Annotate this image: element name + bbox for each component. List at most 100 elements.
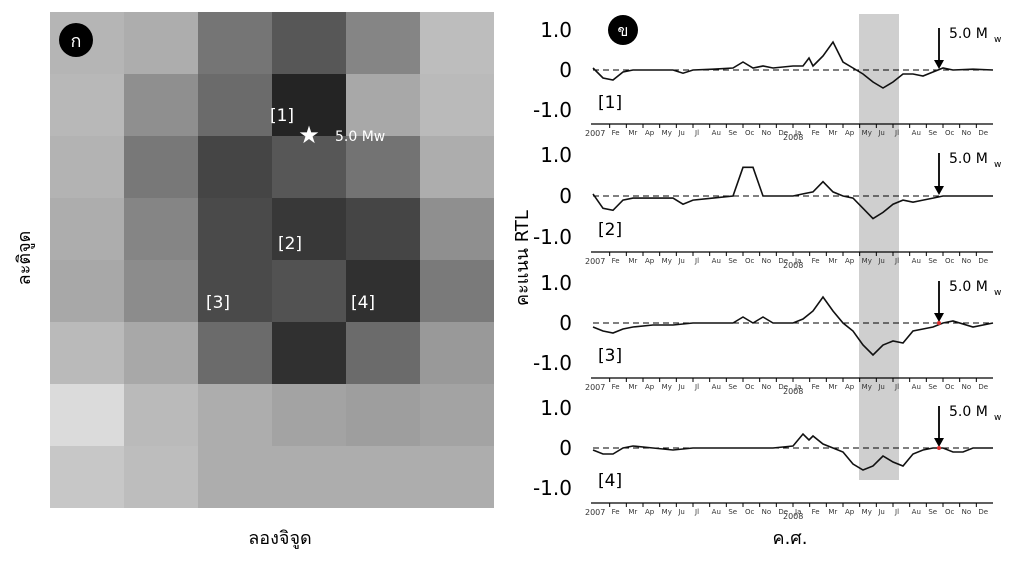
- p1-ytick-label: -1.0: [533, 98, 572, 122]
- heatmap-cell-1-3: [272, 74, 346, 136]
- p4-month-label: Ju: [877, 508, 885, 516]
- p1-event-arrowhead-icon: [934, 60, 944, 69]
- heatmap-cell-5-3: [272, 322, 346, 384]
- p1-month-label: Ap: [645, 129, 655, 137]
- p3-month-label: Au: [912, 383, 921, 391]
- p4-month-label: No: [962, 508, 972, 516]
- panel-a-xlabel: ลองจิจูด: [248, 528, 311, 549]
- heatmap-cell-5-0: [50, 322, 124, 384]
- heatmap-cell-3-5: [420, 198, 494, 260]
- p3-year-label-2007: 2007: [585, 383, 605, 392]
- p1-panel-label: [1]: [598, 93, 622, 113]
- heatmap-cell-7-5: [420, 446, 494, 508]
- p3-month-label: Oc: [745, 383, 755, 391]
- p4-month-label: Au: [712, 508, 721, 516]
- heatmap-cell-7-4: [346, 446, 420, 508]
- p1-month-label: Ju: [877, 129, 885, 137]
- heatmap-cell-7-3: [272, 446, 346, 508]
- p3-month-label: Jl: [694, 383, 699, 391]
- p1-month-label: Oc: [945, 129, 955, 137]
- p4-month-label: Jl: [894, 508, 899, 516]
- p2-month-label: Au: [912, 257, 921, 265]
- p1-month-label: Ja: [794, 129, 801, 137]
- p3-month-label: Fe: [612, 383, 620, 391]
- p2-month-label: Se: [728, 257, 737, 265]
- p1-year-label-2008: 2008: [783, 133, 803, 142]
- p3-month-label: Ju: [677, 383, 685, 391]
- p3-event-arrowhead-icon: [934, 313, 944, 322]
- p4-event-arrowhead-icon: [934, 438, 944, 447]
- p4-month-label: Oc: [945, 508, 955, 516]
- p2-month-label: De: [978, 257, 988, 265]
- p2-month-label: Ap: [645, 257, 655, 265]
- p3-month-label: Se: [728, 383, 737, 391]
- p4-month-label: Ju: [677, 508, 685, 516]
- p2-month-label: Au: [712, 257, 721, 265]
- p3-event-label-sub: w: [994, 288, 1001, 298]
- badge-a: [59, 23, 93, 57]
- p2-event-arrowhead-icon: [934, 186, 944, 195]
- p1-year-label-2007: 2007: [585, 129, 605, 138]
- p3-month-label: Fe: [812, 383, 820, 391]
- p2-month-label: No: [962, 257, 972, 265]
- p1-month-label: Se: [928, 129, 937, 137]
- p4-ytick-label: 0: [559, 436, 572, 460]
- p2-month-label: Fe: [612, 257, 620, 265]
- cell-label-4: [4]: [351, 293, 375, 313]
- p3-month-label: Se: [928, 383, 937, 391]
- p1-month-label: Mr: [628, 129, 637, 137]
- p1-month-label: Mr: [828, 129, 837, 137]
- p3-month-label: Ap: [845, 383, 855, 391]
- heatmap-cell-4-0: [50, 260, 124, 322]
- p2-month-label: Oc: [745, 257, 755, 265]
- badge-b-text: ข: [618, 21, 629, 40]
- heatmap-cell-7-1: [124, 446, 198, 508]
- p3-month-label: Ja: [794, 383, 801, 391]
- p4-panel-label: [4]: [598, 471, 622, 491]
- p3-month-label: Oc: [945, 383, 955, 391]
- heatmap-cell-5-2: [198, 322, 272, 384]
- p4-month-label: Ap: [645, 508, 655, 516]
- p4-event-label-sub: w: [994, 413, 1001, 423]
- p2-panel-label: [2]: [598, 220, 622, 240]
- p4-month-label: Oc: [745, 508, 755, 516]
- p4-ytick-label: 1.0: [540, 396, 572, 420]
- p4-ytick-label: -1.0: [533, 476, 572, 500]
- heatmap-cell-2-0: [50, 136, 124, 198]
- p3-panel-label: [3]: [598, 346, 622, 366]
- heatmap-cell-6-4: [346, 384, 420, 446]
- p1-month-label: Oc: [745, 129, 755, 137]
- p2-month-label: My: [862, 257, 872, 265]
- p3-month-label: My: [662, 383, 672, 391]
- p4-month-label: No: [762, 508, 772, 516]
- p2-month-label: Se: [928, 257, 937, 265]
- p2-year-label-2008: 2008: [783, 261, 803, 270]
- panel-a-event-label: 5.0 Mw: [335, 129, 385, 145]
- p4-month-label: Ap: [845, 508, 855, 516]
- p3-year-label-2008: 2008: [783, 387, 803, 396]
- p1-series-line: [592, 40, 994, 89]
- p4-month-label: Se: [928, 508, 937, 516]
- p3-month-label: Ap: [645, 383, 655, 391]
- p1-ytick-label: 1.0: [540, 18, 572, 42]
- p2-month-label: Jl: [894, 257, 899, 265]
- p1-month-label: Au: [712, 129, 721, 137]
- heatmap-cell-4-3: [272, 260, 346, 322]
- heatmap-cell-4-4: [346, 260, 420, 322]
- p2-month-label: De: [778, 257, 788, 265]
- heatmap-cell-7-0: [50, 446, 124, 508]
- panel-b-xlabel: ค.ศ.: [773, 528, 808, 549]
- heatmap-cell-4-1: [124, 260, 198, 322]
- p4-event-marker: [937, 446, 941, 450]
- p4-month-label: Mr: [828, 508, 837, 516]
- p3-ytick-label: 0: [559, 311, 572, 335]
- p4-month-label: Mr: [628, 508, 637, 516]
- p4-month-label: My: [662, 508, 672, 516]
- cell-label-3: [3]: [206, 293, 230, 313]
- heatmap-cell-3-3: [272, 198, 346, 260]
- heatmap-cell-7-2: [198, 446, 272, 508]
- heatmap-cell-2-2: [198, 136, 272, 198]
- p1-event-label: 5.0 M: [949, 26, 988, 42]
- p1-month-label: Fe: [812, 129, 820, 137]
- p1-month-label: No: [762, 129, 772, 137]
